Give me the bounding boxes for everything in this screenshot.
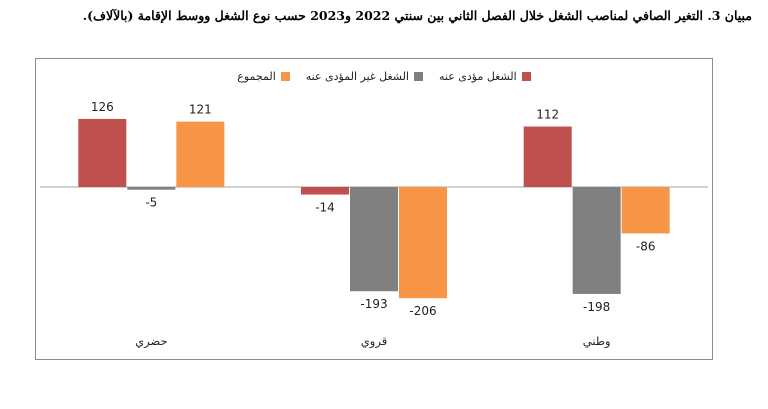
chart-frame xyxy=(35,58,713,360)
data-label-paid-1: -14 xyxy=(315,201,335,215)
bar-unpaid-2 xyxy=(572,187,621,294)
data-label-paid-2: 112 xyxy=(536,108,559,122)
chart-title: مبيان 3. التغير الصافي لمناصب الشغل خلال… xyxy=(82,8,752,23)
data-label-unpaid-0: -5 xyxy=(145,196,157,210)
legend-item-paid: الشغل مؤدى عنه xyxy=(439,70,531,83)
data-label-total-0: 121 xyxy=(189,103,212,117)
legend-swatch-unpaid xyxy=(414,72,423,81)
legend-label-total: المجموع xyxy=(237,70,276,83)
category-label-0: حضري xyxy=(135,334,167,349)
bar-paid-1 xyxy=(301,187,349,195)
legend-swatch-total xyxy=(280,72,290,81)
chart-legend: الشغل مؤدى عنه الشغل غير المؤدى عنه المج… xyxy=(0,70,768,83)
data-label-total-1: -206 xyxy=(409,304,436,318)
bar-unpaid-0 xyxy=(127,187,176,190)
legend-label-paid: الشغل مؤدى عنه xyxy=(439,70,517,83)
bar-total-2 xyxy=(621,187,670,234)
data-label-unpaid-2: -198 xyxy=(583,300,610,314)
legend-item-total: المجموع xyxy=(237,70,290,83)
bar-total-0 xyxy=(176,121,225,187)
data-label-paid-0: 126 xyxy=(91,100,114,114)
category-label-2: وطني xyxy=(583,334,611,349)
data-label-total-2: -86 xyxy=(636,239,656,253)
legend-swatch-paid xyxy=(521,72,531,81)
bar-paid-2 xyxy=(523,126,572,187)
bar-paid-0 xyxy=(78,118,127,187)
legend-item-unpaid: الشغل غير المؤدى عنه xyxy=(306,70,423,83)
legend-label-unpaid: الشغل غير المؤدى عنه xyxy=(305,70,409,83)
bar-total-1 xyxy=(399,187,447,299)
category-label-1: قروي xyxy=(361,334,387,349)
bar-unpaid-1 xyxy=(350,187,398,292)
data-label-unpaid-1: -193 xyxy=(360,297,387,311)
